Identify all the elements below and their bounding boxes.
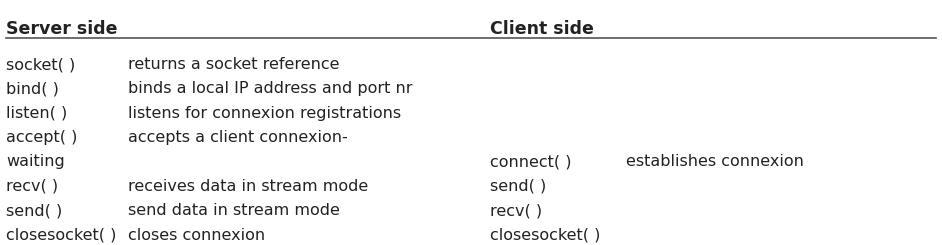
Text: binds a local IP address and port nr: binds a local IP address and port nr [128, 81, 413, 97]
Text: send( ): send( ) [6, 203, 62, 218]
Text: recv( ): recv( ) [6, 179, 58, 194]
Text: listen( ): listen( ) [6, 106, 67, 121]
Text: receives data in stream mode: receives data in stream mode [128, 179, 368, 194]
Text: closesocket( ): closesocket( ) [490, 228, 600, 243]
Text: establishes connexion: establishes connexion [626, 154, 804, 170]
Text: listens for connexion registrations: listens for connexion registrations [128, 106, 401, 121]
Text: send data in stream mode: send data in stream mode [128, 203, 340, 218]
Text: bind( ): bind( ) [6, 81, 59, 97]
Text: connect( ): connect( ) [490, 154, 571, 170]
Text: accept( ): accept( ) [6, 130, 77, 145]
Text: closesocket( ): closesocket( ) [6, 228, 117, 243]
Text: waiting: waiting [6, 154, 65, 170]
Text: Server side: Server side [6, 20, 118, 38]
Text: returns a socket reference: returns a socket reference [128, 57, 340, 72]
Text: accepts a client connexion-: accepts a client connexion- [128, 130, 348, 145]
Text: socket( ): socket( ) [6, 57, 75, 72]
Text: Client side: Client side [490, 20, 593, 38]
Text: closes connexion: closes connexion [128, 228, 266, 243]
Text: send( ): send( ) [490, 179, 546, 194]
Text: recv( ): recv( ) [490, 203, 542, 218]
